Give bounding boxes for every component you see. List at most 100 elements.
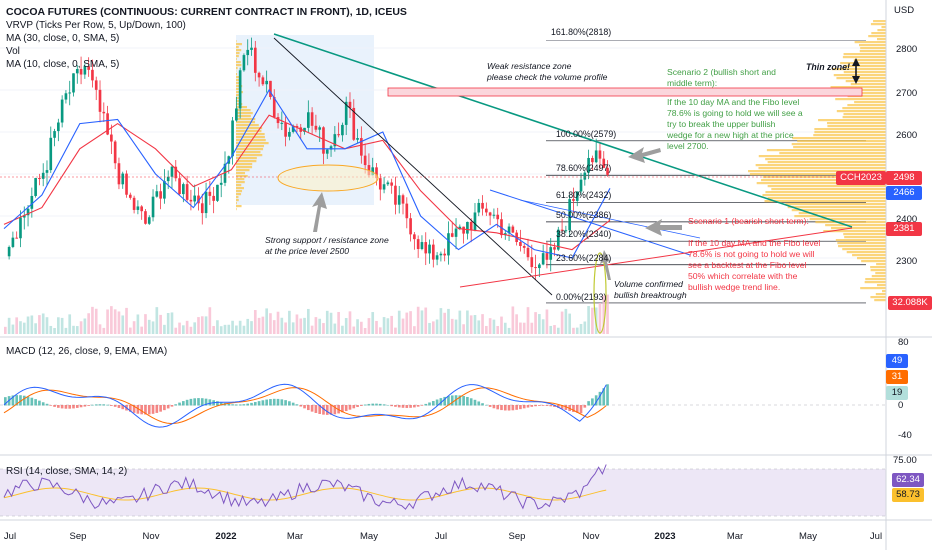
time-tick-nov-21: Nov — [142, 531, 160, 542]
rsi-line — [3, 464, 607, 510]
time-tick-mar-23: Mar — [726, 531, 744, 542]
macd-histogram-bar — [390, 405, 393, 407]
vrvp-row — [793, 146, 886, 149]
macd-histogram-bar — [447, 396, 450, 406]
volume-bar — [227, 324, 231, 334]
time-tick-jul-22: Jul — [434, 531, 448, 542]
candle-body — [87, 66, 90, 70]
candle-body — [174, 166, 178, 179]
macd-histogram-bar — [466, 396, 469, 406]
legend-vol[interactable]: Vol — [6, 46, 20, 57]
macd-histogram-bar — [431, 400, 435, 406]
volume-bar — [587, 306, 590, 334]
volume-bar — [310, 325, 314, 334]
macd-histogram-bar — [45, 403, 49, 406]
legend-ma30[interactable]: MA (30, close, 0, SMA, 5) — [6, 33, 120, 44]
vrvp-row — [842, 56, 886, 59]
volume-bar — [371, 312, 375, 334]
macd-histogram-bar — [469, 398, 473, 406]
vrvp-row — [830, 227, 886, 230]
volume-bar — [204, 316, 208, 334]
volume-bar — [19, 321, 22, 334]
macd-histogram-bar — [110, 405, 113, 406]
macd-histogram-bar — [250, 402, 253, 406]
vrvp-row — [843, 71, 886, 74]
legend-ma10[interactable]: MA (10, close, 0, SMA, 5) — [6, 59, 120, 70]
macd-legend[interactable]: MACD (12, 26, close, 9, EMA, EMA) — [6, 346, 168, 357]
volume-bar — [250, 321, 253, 334]
candle-body — [568, 199, 571, 231]
candle-body — [102, 111, 106, 114]
candle-body — [250, 47, 253, 50]
candle-body — [394, 185, 397, 205]
vrvp-left-row — [236, 43, 242, 46]
macd-histogram-bar — [140, 405, 144, 415]
moving-averages — [3, 88, 611, 259]
vrvp-left-row — [236, 175, 248, 178]
volume-bar — [200, 316, 204, 334]
volume-bar — [60, 317, 64, 334]
rsi-tick-75: 75.00 — [893, 455, 917, 466]
volume-bar — [579, 323, 583, 334]
macd-histogram-bar — [519, 405, 522, 410]
vrvp-left-row — [236, 133, 265, 136]
vrvp-row — [873, 20, 886, 23]
time-tick-nov-22: Nov — [582, 531, 600, 542]
volume-bar — [314, 317, 318, 334]
candle-body — [197, 195, 200, 204]
macd-histogram-bar — [575, 405, 579, 413]
volume-bar — [348, 311, 352, 334]
vrvp-left-row — [236, 127, 263, 130]
volume-bar — [556, 327, 560, 334]
volume-bar — [223, 324, 227, 334]
volume-bar — [272, 320, 276, 334]
vrvp-left-row — [236, 121, 256, 124]
candle-body — [113, 141, 117, 164]
macd-histogram-bar — [439, 398, 443, 406]
volume-bar — [416, 306, 420, 334]
price-axis-currency: USD — [894, 5, 915, 16]
candle-body — [182, 184, 185, 195]
macd-histogram-bar — [98, 404, 102, 406]
macd-histogram-bar — [458, 395, 462, 406]
volume-bar — [136, 314, 140, 334]
legend-vrvp[interactable]: VRVP (Ticks Per Row, 5, Up/Down, 100) — [6, 20, 186, 31]
vrvp-row — [815, 221, 886, 224]
volume-bar — [397, 310, 401, 334]
macd-histogram-bar — [428, 402, 431, 406]
candle-body — [253, 47, 257, 73]
vrvp-row — [814, 128, 886, 131]
volume-bar — [462, 324, 465, 334]
candle-body — [428, 244, 431, 254]
vrvp-left-row — [236, 79, 241, 82]
vrvp-row — [833, 74, 886, 77]
candle-body — [602, 158, 606, 168]
rsi-legend[interactable]: RSI (14, close, SMA, 14, 2) — [6, 466, 128, 477]
volume-bar — [265, 308, 268, 334]
volume-bar — [458, 310, 462, 334]
fib-label-0: 0.00%(2193) — [556, 292, 607, 302]
candle-body — [401, 195, 405, 204]
candle-body — [454, 228, 458, 237]
candle-body — [72, 73, 75, 93]
candle-body — [238, 70, 242, 109]
macd-histogram-bar — [208, 399, 212, 406]
candle-body — [538, 264, 541, 269]
volume-bar — [337, 311, 340, 334]
vrvp-row — [765, 191, 886, 194]
vrvp-left-row — [236, 118, 256, 121]
macd-histogram-bar — [541, 405, 545, 406]
macd-histogram-bar — [538, 405, 541, 406]
macd-histogram-bar — [238, 404, 242, 406]
vrvp-row — [871, 32, 886, 35]
candle-body — [572, 199, 575, 201]
volume-bar — [295, 314, 299, 334]
candle-body — [216, 184, 219, 201]
candle-body — [575, 191, 579, 201]
volume-bar — [174, 327, 178, 334]
fib-retracement — [546, 40, 866, 304]
vrvp-left-row — [236, 52, 240, 55]
volume-bar — [4, 326, 7, 334]
vrvp-row — [761, 179, 886, 182]
volume-bar — [526, 307, 530, 334]
